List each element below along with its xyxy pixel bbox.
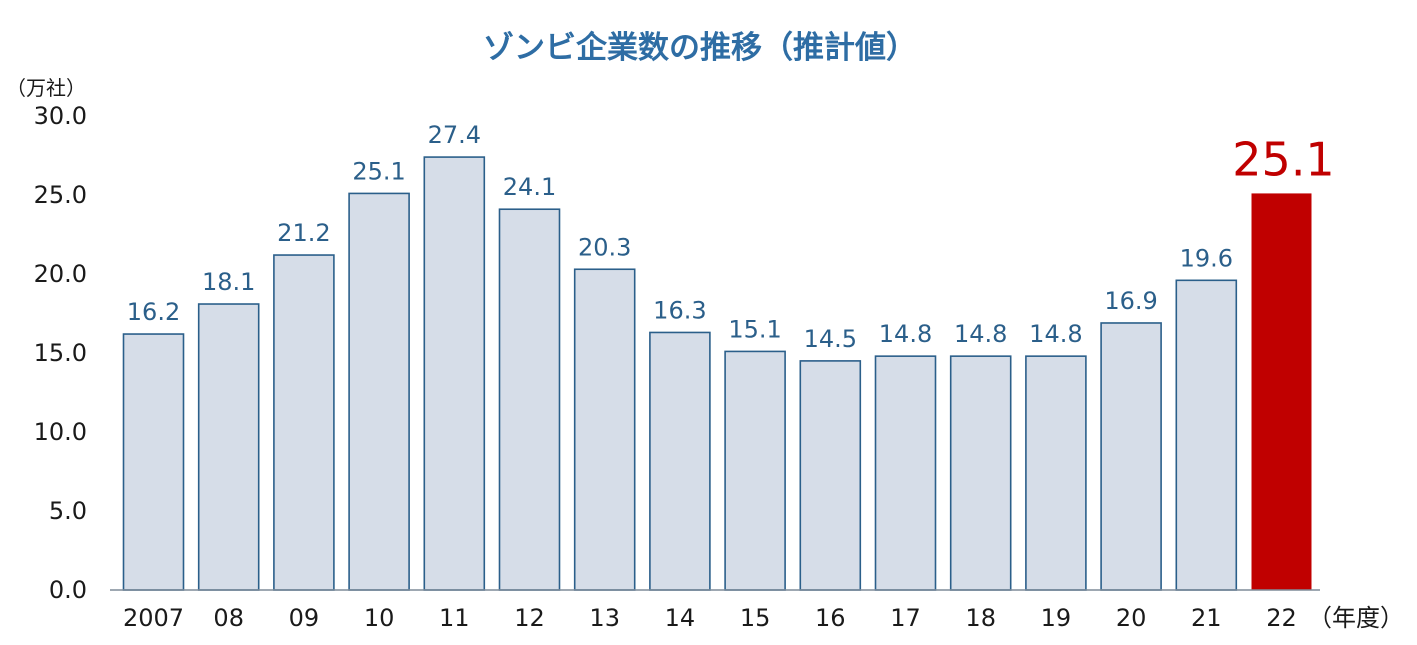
x-tick-label: 11	[439, 604, 470, 632]
bar	[649, 331, 711, 591]
x-tick-label: 19	[1041, 604, 1072, 632]
data-label: 14.5	[804, 325, 857, 353]
bar	[949, 355, 1012, 591]
bar	[197, 303, 260, 591]
data-label: 21.2	[277, 219, 330, 247]
data-label-highlight: 25.1	[1232, 132, 1334, 186]
x-tick-label: 08	[213, 604, 244, 632]
data-label: 14.8	[954, 320, 1007, 348]
data-labels-group: 16.2 18.1 21.2 25.1 27.4 24.1 20.3 16.3 15.1 14.5…	[127, 121, 1335, 353]
x-tick-label: 20	[1116, 604, 1147, 632]
data-label: 14.8	[879, 320, 932, 348]
bars-group	[122, 156, 1312, 591]
bar	[423, 156, 486, 591]
bar	[724, 350, 786, 591]
x-tick-label: 09	[289, 604, 320, 632]
bar	[498, 208, 561, 591]
x-tick-label: 21	[1191, 604, 1222, 632]
data-label: 14.8	[1029, 320, 1082, 348]
y-tick-label: 15.0	[34, 339, 87, 367]
data-label: 19.6	[1180, 244, 1233, 272]
bar	[122, 333, 185, 591]
data-label: 20.3	[578, 233, 631, 261]
y-tick-label: 25.0	[34, 181, 87, 209]
y-tick-label: 20.0	[34, 260, 87, 288]
y-tick-label: 5.0	[49, 497, 87, 525]
bar	[799, 360, 862, 591]
x-tick-label: 10	[364, 604, 395, 632]
y-axis-ticks: 0.0 5.0 10.0 15.0 20.0 25.0 30.0	[34, 102, 87, 604]
y-axis-unit-label: （万社）	[6, 76, 86, 100]
x-tick-label: 13	[589, 604, 620, 632]
bar	[1100, 322, 1162, 591]
bar	[874, 355, 937, 591]
bar	[1025, 355, 1087, 591]
y-tick-label: 0.0	[49, 576, 87, 604]
data-label: 16.9	[1104, 287, 1157, 315]
x-tick-label: 22	[1266, 604, 1297, 632]
x-tick-label: 2007	[123, 604, 184, 632]
y-tick-label: 10.0	[34, 418, 87, 446]
bar	[573, 268, 636, 591]
chart-title: ゾンビ企業数の推移（推計値）	[483, 30, 917, 66]
bar	[348, 192, 410, 591]
y-tick-label: 30.0	[34, 102, 87, 130]
data-label: 24.1	[503, 173, 556, 201]
data-label: 27.4	[428, 121, 481, 149]
data-label: 15.1	[728, 315, 781, 343]
x-tick-label: 12	[514, 604, 545, 632]
x-tick-label: 14	[665, 604, 696, 632]
data-label: 25.1	[352, 157, 405, 185]
data-label: 16.3	[653, 296, 706, 324]
bar	[1175, 279, 1238, 591]
data-label: 16.2	[127, 298, 180, 326]
x-tick-label: 18	[965, 604, 996, 632]
x-axis-unit-label: （年度）	[1308, 604, 1404, 632]
bar	[273, 254, 335, 591]
bar-highlight	[1251, 193, 1312, 591]
data-label: 18.1	[202, 268, 255, 296]
x-tick-label: 16	[815, 604, 846, 632]
x-axis-ticks: 2007 08 09 10 11 12 13 14 15 16 17 18 19 20 21 22	[123, 604, 1297, 632]
x-tick-label: 17	[890, 604, 921, 632]
x-tick-label: 15	[740, 604, 771, 632]
